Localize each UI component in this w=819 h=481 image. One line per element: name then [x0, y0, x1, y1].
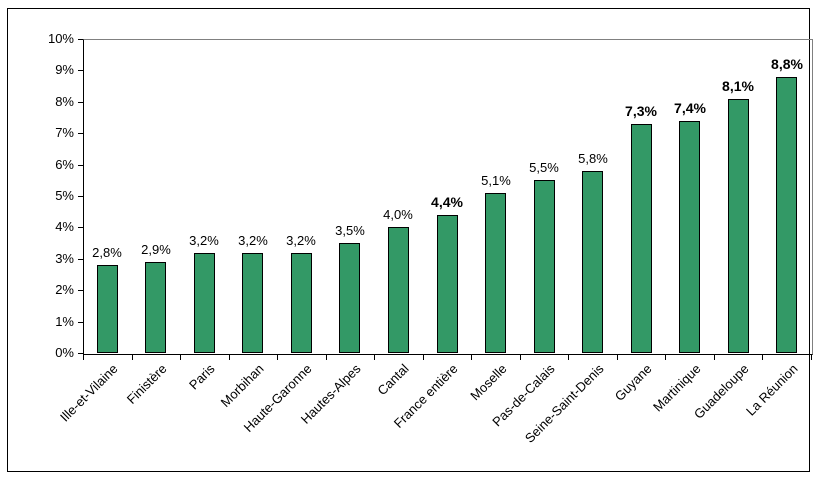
y-axis-label: 6% [55, 156, 74, 172]
chart-frame: 0% 1% 2% 3% 4% 5% 6% 7% 8% 9% 10% Ille-et-Vilaine F… [7, 8, 813, 472]
x-tick [471, 354, 472, 360]
bar-value-label: 3,2% [189, 233, 219, 248]
bar [291, 253, 312, 353]
bar [631, 124, 652, 353]
y-axis-label: 2% [55, 282, 74, 298]
x-tick [568, 354, 569, 360]
bar-value-label: 3,2% [238, 233, 268, 248]
bar [776, 77, 797, 353]
x-tick [180, 354, 181, 360]
y-tick [78, 353, 83, 354]
x-tick [83, 354, 84, 360]
bar-value-label: 5,8% [578, 151, 608, 166]
x-axis-label: Paris [186, 361, 218, 393]
x-tick [374, 354, 375, 360]
x-tick [520, 354, 521, 360]
bar-value-label: 3,5% [335, 223, 365, 238]
bar [582, 171, 603, 353]
bar-value-label: 8,1% [722, 78, 754, 94]
y-tick [78, 290, 83, 291]
y-tick [78, 70, 83, 71]
y-axis-label: 1% [55, 313, 74, 329]
y-tick [78, 133, 83, 134]
bar-value-label: 4,0% [383, 207, 413, 222]
x-tick [423, 354, 424, 360]
x-tick [665, 354, 666, 360]
x-tick [811, 354, 812, 360]
y-axis-label: 4% [55, 219, 74, 235]
x-axis-label: Cantal [374, 361, 412, 399]
x-axis-label: Finistère [123, 361, 170, 407]
x-tick [617, 354, 618, 360]
bar-value-label: 5,1% [481, 173, 511, 188]
bar-value-label: 2,9% [141, 242, 171, 257]
x-tick [132, 354, 133, 360]
y-axis-label: 3% [55, 250, 74, 266]
bar [485, 193, 506, 353]
bar [242, 253, 263, 353]
bar [679, 121, 700, 353]
y-tick [78, 102, 83, 103]
x-tick [229, 354, 230, 360]
bar-value-label: 8,8% [771, 56, 803, 72]
x-axis-label: Moselle [467, 361, 510, 404]
bar [534, 180, 555, 353]
y-axis-label: 5% [55, 188, 74, 203]
bar [97, 265, 118, 353]
y-tick [78, 259, 83, 260]
x-axis-label: La Réunion [742, 361, 801, 419]
x-axis-label: Ille-et-Vilaine [57, 361, 121, 425]
x-axis-label: Guyane [611, 361, 655, 404]
y-tick [78, 165, 83, 166]
bar-value-label: 5,5% [529, 160, 559, 175]
y-tick [78, 39, 83, 40]
y-axis-label: 7% [55, 125, 74, 141]
plot-area [83, 39, 813, 355]
bar [339, 243, 360, 353]
y-axis-label: 8% [55, 93, 74, 109]
bar-value-label: 7,3% [625, 103, 657, 119]
bar-value-label: 2,8% [92, 245, 122, 260]
bar-value-label: 4,4% [431, 194, 463, 210]
y-tick [78, 196, 83, 197]
bar [194, 253, 215, 353]
bar [388, 227, 409, 353]
x-tick [326, 354, 327, 360]
x-axis-label: Morbihan [217, 361, 267, 410]
y-tick [78, 227, 83, 228]
x-tick [762, 354, 763, 360]
bar [145, 262, 166, 353]
x-tick [277, 354, 278, 360]
y-axis-label: 10% [47, 31, 74, 46]
bar-value-label: 7,4% [674, 100, 706, 116]
x-tick [714, 354, 715, 360]
y-axis-label: 9% [55, 62, 74, 78]
y-axis-label: 0% [55, 345, 74, 360]
y-tick [78, 322, 83, 323]
bar-value-label: 3,2% [286, 233, 316, 248]
bar [437, 215, 458, 353]
bar [728, 99, 749, 353]
